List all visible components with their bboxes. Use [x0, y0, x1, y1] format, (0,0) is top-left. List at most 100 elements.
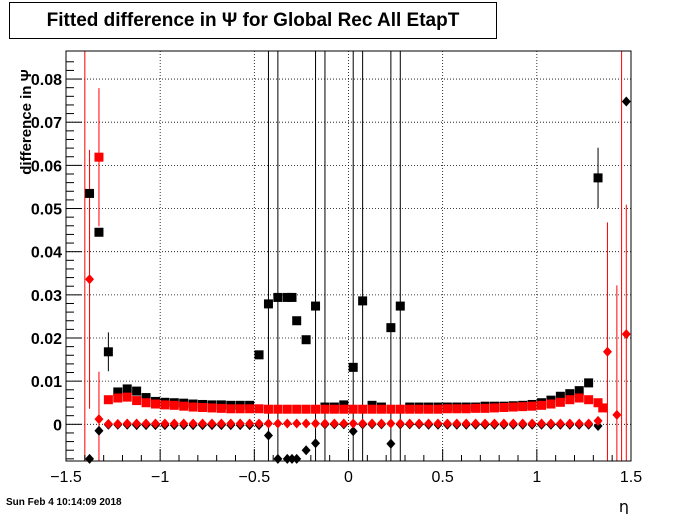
data-point-diamond — [301, 418, 311, 429]
data-point-square — [273, 404, 283, 414]
data-point-square — [282, 292, 292, 302]
data-point-square — [537, 400, 547, 410]
data-point-diamond — [471, 418, 481, 429]
data-point-diamond — [188, 418, 198, 429]
data-point-square — [292, 404, 302, 414]
data-point-diamond — [122, 418, 132, 429]
data-point-square — [593, 173, 603, 183]
data-point-diamond — [499, 418, 509, 429]
data-point-diamond — [311, 418, 321, 429]
data-point-diamond — [179, 418, 189, 429]
data-point-square — [292, 316, 302, 326]
data-point-square — [254, 404, 264, 414]
data-point-diamond — [254, 418, 264, 429]
data-point-diamond — [348, 418, 358, 429]
data-point-square — [386, 404, 396, 414]
data-point-square — [311, 301, 321, 311]
data-point-diamond — [216, 418, 226, 429]
data-point-diamond — [386, 438, 396, 449]
data-point-square — [574, 386, 584, 396]
data-point-square — [565, 395, 575, 405]
data-point-square — [216, 403, 226, 413]
y-tick-label: 0.04 — [31, 245, 62, 262]
data-point-diamond — [263, 418, 273, 429]
data-point-diamond — [395, 418, 405, 429]
data-point-diamond — [593, 421, 603, 432]
data-point-diamond — [367, 418, 377, 429]
data-point-square — [461, 404, 471, 414]
data-point-square — [179, 401, 189, 411]
data-point-square — [555, 391, 565, 401]
data-point-diamond — [621, 96, 631, 107]
data-point-square — [546, 399, 556, 409]
data-point-square — [94, 152, 104, 162]
data-point-square — [301, 404, 311, 414]
data-point-diamond — [301, 445, 311, 456]
x-tick-label: −1 — [151, 469, 169, 486]
data-point-diamond — [273, 418, 283, 429]
data-point-square — [565, 389, 575, 399]
data-point-square — [395, 301, 405, 311]
y-tick-label: 0.07 — [31, 115, 62, 132]
data-point-square — [282, 404, 292, 414]
data-point-square — [132, 396, 142, 406]
data-point-square — [113, 387, 123, 397]
y-tick-label: 0.05 — [31, 202, 62, 219]
data-point-square — [94, 227, 104, 237]
data-point-square — [442, 404, 452, 414]
data-point-diamond — [452, 418, 462, 429]
x-tick-label: 1 — [532, 469, 541, 486]
data-point-square — [574, 393, 584, 403]
data-point-diamond — [150, 418, 160, 429]
data-point-diamond — [574, 418, 584, 429]
data-point-diamond — [292, 453, 302, 464]
data-point-diamond — [424, 418, 434, 429]
data-point-square — [452, 404, 462, 414]
data-point-diamond — [358, 418, 368, 429]
data-point-diamond — [376, 418, 386, 429]
data-point-diamond — [546, 418, 556, 429]
data-point-square — [122, 392, 132, 402]
data-point-diamond — [565, 418, 575, 429]
data-point-diamond — [414, 418, 424, 429]
data-point-square — [593, 398, 603, 408]
data-point-diamond — [85, 453, 95, 464]
y-tick-label: 0.01 — [31, 374, 62, 391]
data-point-square — [169, 400, 179, 410]
data-point-square — [555, 397, 565, 407]
data-point-square — [311, 404, 321, 414]
data-point-square — [414, 404, 424, 414]
data-point-diamond — [612, 409, 622, 420]
data-point-diamond — [489, 418, 499, 429]
y-tick-label: 0.02 — [31, 331, 62, 348]
data-point-square — [160, 400, 170, 410]
data-point-diamond — [433, 418, 443, 429]
data-point-square — [348, 404, 358, 414]
data-point-diamond — [311, 438, 321, 449]
data-point-diamond — [320, 418, 330, 429]
data-point-square — [254, 350, 264, 360]
data-point-diamond — [103, 418, 113, 429]
data-point-square — [263, 299, 273, 309]
data-point-square — [141, 393, 151, 403]
data-point-diamond — [348, 426, 358, 437]
y-tick-label: 0.03 — [31, 288, 62, 305]
data-point-diamond — [537, 418, 547, 429]
data-point-square — [188, 402, 198, 412]
data-point-diamond — [461, 418, 471, 429]
data-point-diamond — [584, 418, 594, 429]
data-point-diamond — [518, 418, 528, 429]
data-point-diamond — [508, 418, 518, 429]
data-point-square — [287, 292, 297, 302]
data-point-square — [235, 404, 245, 414]
data-point-square — [348, 362, 358, 372]
data-point-square — [433, 404, 443, 414]
data-point-square — [245, 404, 255, 414]
data-point-diamond — [273, 453, 283, 464]
data-point-square — [113, 393, 123, 403]
data-point-square — [273, 292, 283, 302]
data-point-square — [489, 403, 499, 413]
data-point-diamond — [442, 418, 452, 429]
data-point-diamond — [292, 418, 302, 429]
data-point-square — [499, 402, 509, 412]
